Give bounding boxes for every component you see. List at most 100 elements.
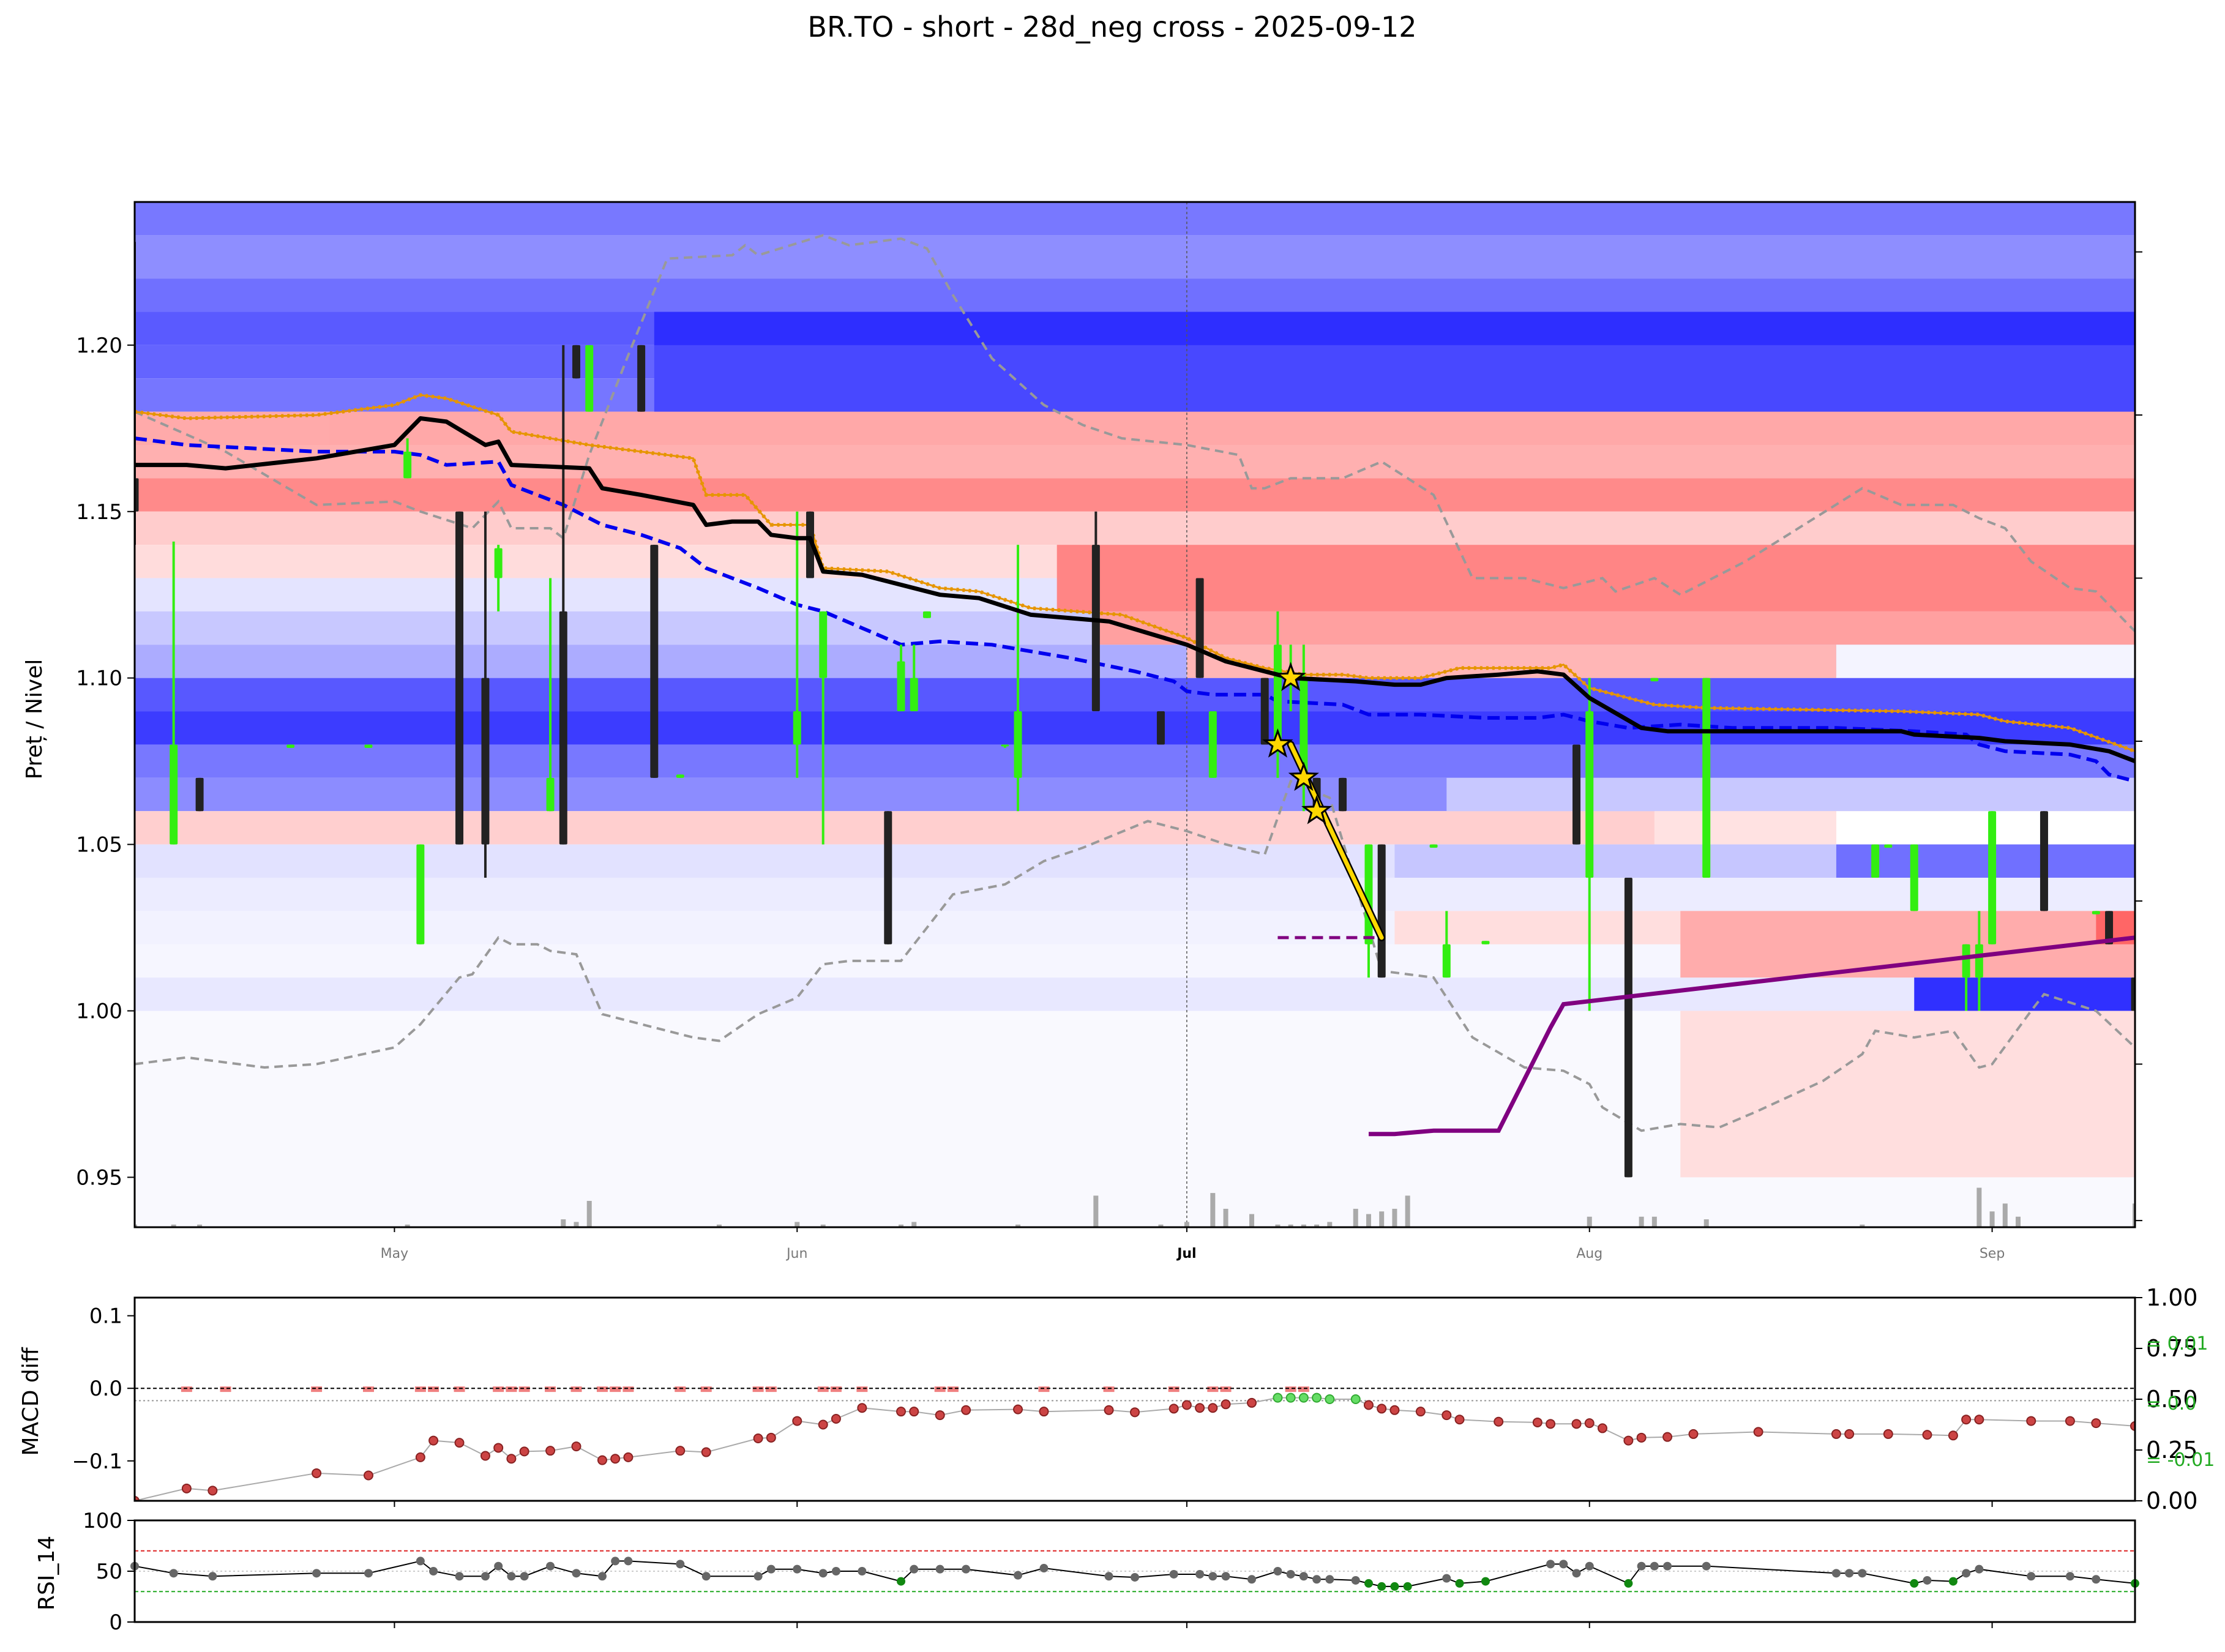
rsi-point [1858,1569,1867,1578]
rsi-point [1546,1560,1555,1569]
rsi-point [364,1569,373,1578]
macd-point [857,1403,867,1413]
candle-body [1962,944,1970,978]
lower-band-line [135,779,2135,1132]
macd-right-tick-label: 0.75 [2146,1335,2198,1362]
volume-bar [1976,1187,1982,1227]
macd-point [1208,1403,1218,1413]
heat-block [1096,611,2135,645]
candle [1624,877,1632,1178]
macd-point [1350,1394,1361,1404]
macd-hist-bar [311,1386,323,1392]
macd-hist-bar [1220,1386,1232,1392]
candle [884,811,892,944]
heat-row [135,877,2135,911]
volume-bar [2016,1216,2021,1227]
rsi-panel: 0 50 100 [83,1509,2139,1635]
macd-point [1844,1429,1855,1439]
candle-body [650,545,659,778]
rsi-point [1351,1575,1360,1585]
heat-block [1680,911,2135,978]
volume-bar [716,1224,722,1227]
macd-hist-bar [1298,1386,1309,1392]
signal-star-marker [1275,662,1306,692]
macd-hist-bar [675,1386,686,1392]
rsi-point [1663,1561,1672,1571]
candle [1585,678,1594,1011]
candle [170,541,178,845]
macd-point [1389,1405,1400,1415]
candle [559,345,567,845]
volume-bar [1223,1208,1228,1227]
macd-right-tick-label: 0.25 [2146,1437,2198,1463]
volume-bar [1639,1216,1644,1227]
volume-bar [2002,1203,2008,1227]
macd-right-tick-label: 0.50 [2146,1386,2198,1413]
rsi-ytick-label: 100 [83,1509,122,1533]
heat-block [1680,1011,2135,1178]
macd-hist-bar [506,1386,517,1392]
rsi-point [1845,1569,1854,1578]
macd-point [2026,1416,2036,1426]
rsi-point [312,1569,321,1578]
macd-point [1961,1415,1972,1425]
macd-point [1325,1394,1335,1404]
candle-body [1208,711,1217,778]
rsi-point [1481,1577,1490,1586]
candle-body [793,711,801,745]
candle [650,545,659,778]
candle [1260,678,1269,745]
macd-ytick-label: −0.1 [72,1449,122,1474]
macd-point [1039,1407,1049,1417]
macd-plot-area [135,1386,2135,1501]
macd-hist-bar [947,1386,959,1392]
macd-hist-bar [181,1386,192,1392]
macd-point [701,1447,711,1457]
month-label: May [381,1246,408,1261]
macd-point [1571,1419,1582,1429]
macd-right-tick-label: 1.00 [2146,1284,2198,1311]
rsi-point [1377,1582,1386,1591]
macd-ytick-label: 0.1 [89,1304,122,1329]
heat-block [1446,777,2135,812]
rsi-point [1208,1572,1217,1581]
macd-point [1546,1419,1556,1429]
volume-bar [1275,1224,1281,1227]
rsi-point [1221,1572,1230,1581]
volume-bar [1405,1195,1410,1227]
rsi-point [701,1572,711,1581]
purple-line [1369,935,2135,1137]
rsi-point [1702,1561,1711,1571]
candle-body [897,661,905,712]
candle [1975,911,1983,1011]
candle [676,774,684,778]
macd-hist-bar [1285,1386,1296,1392]
macd-point [545,1446,556,1456]
rsi-point [1364,1579,1373,1588]
heat-block [1654,811,1836,845]
rsi-point [897,1577,906,1586]
candle [364,744,373,748]
candle [1871,844,1880,878]
candle [195,777,204,812]
price-panel: 0.95 1.00 1.05 1.10 1.15 1.20 May Jun Jul Aug Sep [76,201,2142,1261]
rsi-point [858,1567,867,1575]
price-ytick-label: 1.10 [76,667,122,691]
candle-body [806,511,814,578]
rsi-point [1572,1569,1581,1578]
volume-bar [586,1201,592,1227]
macd-point [831,1414,841,1424]
rsi-point [910,1564,919,1574]
volume-bar [197,1224,203,1227]
rsi-point [1390,1582,1399,1591]
volume-bar [1651,1216,1657,1227]
candle-body [1884,844,1893,848]
candle [481,511,490,878]
rsi-point [1169,1569,1178,1579]
rsi-point [1039,1564,1049,1573]
macd-hist-bar [454,1386,465,1392]
macd-hist-bar [220,1386,231,1392]
rsi-point [1247,1575,1256,1584]
rsi-ytick-label: 0 [109,1610,122,1635]
heat-row [135,977,2135,1011]
